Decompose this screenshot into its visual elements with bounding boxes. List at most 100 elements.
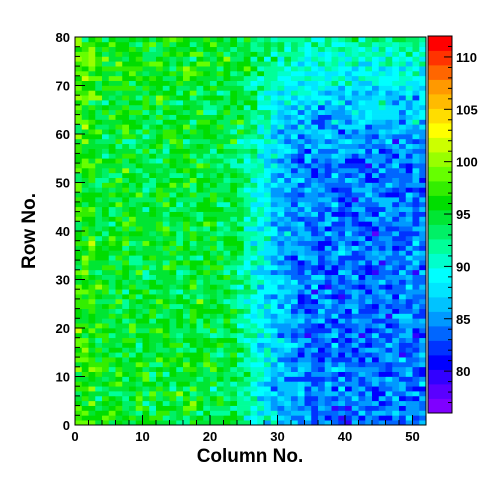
heatmap-cell — [129, 357, 137, 363]
heatmap-cell — [284, 177, 292, 183]
heatmap-cell — [277, 177, 285, 183]
colorbar-tick-label: 110 — [456, 50, 477, 65]
heatmap-cell — [156, 386, 164, 392]
heatmap-cell — [176, 192, 184, 198]
heatmap-cell — [392, 289, 400, 295]
heatmap-cell — [115, 361, 123, 368]
heatmap-cell — [277, 138, 285, 145]
heatmap-cell — [405, 410, 413, 416]
heatmap-cell — [162, 240, 170, 246]
heatmap-cell — [88, 158, 96, 164]
heatmap-cell — [304, 56, 312, 62]
heatmap-cell — [108, 153, 116, 159]
heatmap-cell — [311, 75, 319, 81]
heatmap-cell — [243, 66, 251, 72]
heatmap-cell — [277, 386, 285, 392]
heatmap-cell — [115, 235, 123, 242]
heatmap-cell — [318, 255, 326, 261]
heatmap-cell — [324, 61, 332, 67]
heatmap-cell — [122, 328, 130, 334]
heatmap-cell — [81, 395, 89, 402]
heatmap-cell — [399, 167, 407, 174]
heatmap-cell — [270, 361, 278, 368]
heatmap-cell — [196, 420, 204, 426]
heatmap-cell — [250, 187, 258, 193]
heatmap-cell — [277, 37, 285, 43]
heatmap-cell — [81, 70, 89, 77]
heatmap-cell — [297, 347, 305, 353]
heatmap-cell — [264, 46, 272, 52]
heatmap-cell — [264, 153, 272, 159]
heatmap-cell — [230, 332, 238, 339]
heatmap-cell — [385, 410, 393, 416]
heatmap-cell — [284, 371, 292, 377]
heatmap-cell — [358, 46, 366, 52]
heatmap-cell — [311, 264, 319, 271]
heatmap-cell — [115, 323, 123, 329]
heatmap-cell — [324, 415, 332, 421]
heatmap-cell — [142, 289, 150, 295]
heatmap-cell — [318, 313, 326, 319]
heatmap-cell — [75, 177, 83, 183]
heatmap-cell — [324, 211, 332, 217]
heatmap-cell — [250, 206, 258, 212]
heatmap-cell — [122, 342, 130, 348]
heatmap-cell — [237, 386, 245, 392]
heatmap-cell — [365, 308, 373, 314]
heatmap-cell — [311, 226, 319, 232]
heatmap-cell — [142, 95, 150, 101]
heatmap-cell — [405, 405, 413, 411]
heatmap-cell — [412, 420, 420, 426]
heatmap-cell — [162, 109, 170, 115]
heatmap-cell — [392, 298, 400, 305]
heatmap-cell — [162, 148, 170, 154]
heatmap-cell — [297, 163, 305, 169]
heatmap-cell — [378, 90, 386, 96]
heatmap-cell — [230, 420, 238, 426]
heatmap-cell — [129, 51, 137, 57]
heatmap-cell — [230, 100, 238, 106]
heatmap-cell — [277, 235, 285, 242]
heatmap-cell — [405, 391, 413, 397]
heatmap-cell — [399, 104, 407, 111]
heatmap-cell — [203, 90, 211, 96]
heatmap-cell — [149, 289, 157, 295]
heatmap-cell — [277, 61, 285, 67]
heatmap-cell — [419, 197, 427, 203]
heatmap-cell — [223, 129, 231, 135]
heatmap-cell — [122, 260, 130, 266]
heatmap-cell — [129, 410, 137, 416]
heatmap-cell — [122, 172, 130, 178]
heatmap-cell — [257, 153, 265, 159]
heatmap-cell — [297, 216, 305, 222]
heatmap-cell — [345, 95, 353, 101]
heatmap-cell — [102, 405, 110, 411]
heatmap-cell — [196, 366, 204, 372]
heatmap-cell — [304, 216, 312, 222]
heatmap-cell — [108, 211, 116, 217]
heatmap-cell — [399, 318, 407, 324]
heatmap-cell — [196, 337, 204, 343]
heatmap-cell — [183, 303, 191, 309]
heatmap-cell — [378, 298, 386, 305]
heatmap-cell — [81, 134, 89, 140]
heatmap-cell — [372, 318, 380, 324]
heatmap-cell — [277, 308, 285, 314]
heatmap-cell — [385, 274, 393, 280]
heatmap-cell — [149, 298, 157, 305]
heatmap-cell — [318, 216, 326, 222]
heatmap-cell — [176, 376, 184, 382]
heatmap-cell — [223, 95, 231, 101]
heatmap-cell — [297, 264, 305, 271]
heatmap-cell — [108, 410, 116, 416]
heatmap-cell — [378, 80, 386, 86]
heatmap-cell — [399, 298, 407, 305]
heatmap-cell — [81, 274, 89, 280]
heatmap-cell — [196, 163, 204, 169]
heatmap-cell — [257, 308, 265, 314]
heatmap-cell — [297, 100, 305, 106]
heatmap-cell — [345, 66, 353, 72]
heatmap-cell — [75, 70, 83, 77]
heatmap-cell — [399, 361, 407, 368]
heatmap-cell — [149, 231, 157, 237]
